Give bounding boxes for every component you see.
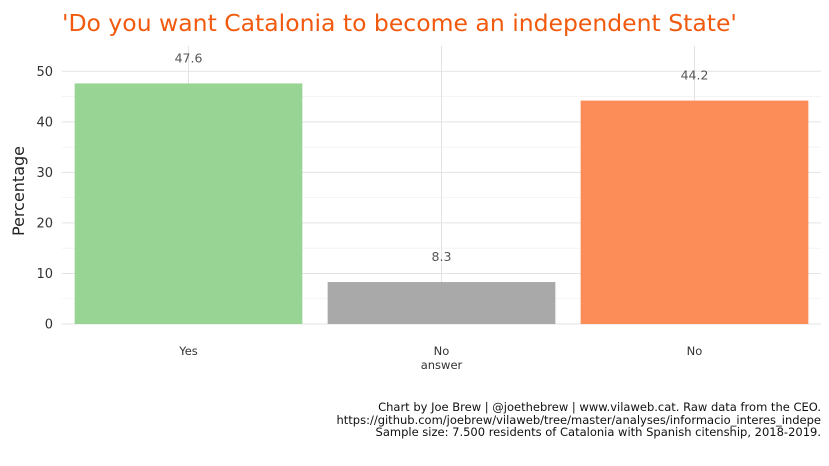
chart-caption: Chart by Joe Brew | @joethebrew | www.vi… — [336, 401, 821, 439]
caption-line-source-url: https://github.com/joebrew/vilaweb/tree/… — [336, 412, 821, 427]
x-tick-label-line2: answer — [421, 358, 463, 372]
caption-line-credit: Chart by Joe Brew | @joethebrew | www.vi… — [378, 400, 821, 414]
y-tick-label: 30 — [36, 166, 53, 181]
bar — [327, 282, 556, 324]
y-tick-label: 10 — [36, 267, 53, 282]
y-axis-label: Percentage — [9, 146, 28, 236]
y-tick-label: 0 — [45, 318, 53, 333]
x-tick-label: No — [434, 344, 450, 358]
value-label: 44.2 — [681, 68, 709, 83]
caption-line-sample-size: Sample size: 7.500 residents of Cataloni… — [375, 425, 821, 440]
x-tick-label: No — [687, 344, 703, 358]
bars — [74, 83, 809, 325]
bar — [580, 100, 809, 325]
value-labels: 47.6 8.3 44.2 — [175, 50, 709, 264]
chart-title: 'Do you want Catalonia to become an inde… — [62, 9, 737, 37]
y-tick-label: 20 — [36, 216, 53, 231]
bar-chart: 'Do you want Catalonia to become an inde… — [9, 9, 821, 372]
y-tick-label: 40 — [36, 115, 53, 130]
y-tick-label: 50 — [36, 65, 53, 80]
y-axis-ticks: 0 10 20 30 40 50 — [36, 65, 53, 333]
x-tick-label: Yes — [178, 344, 198, 358]
value-label: 8.3 — [432, 249, 452, 264]
bar — [74, 83, 303, 325]
value-label: 47.6 — [175, 50, 203, 65]
